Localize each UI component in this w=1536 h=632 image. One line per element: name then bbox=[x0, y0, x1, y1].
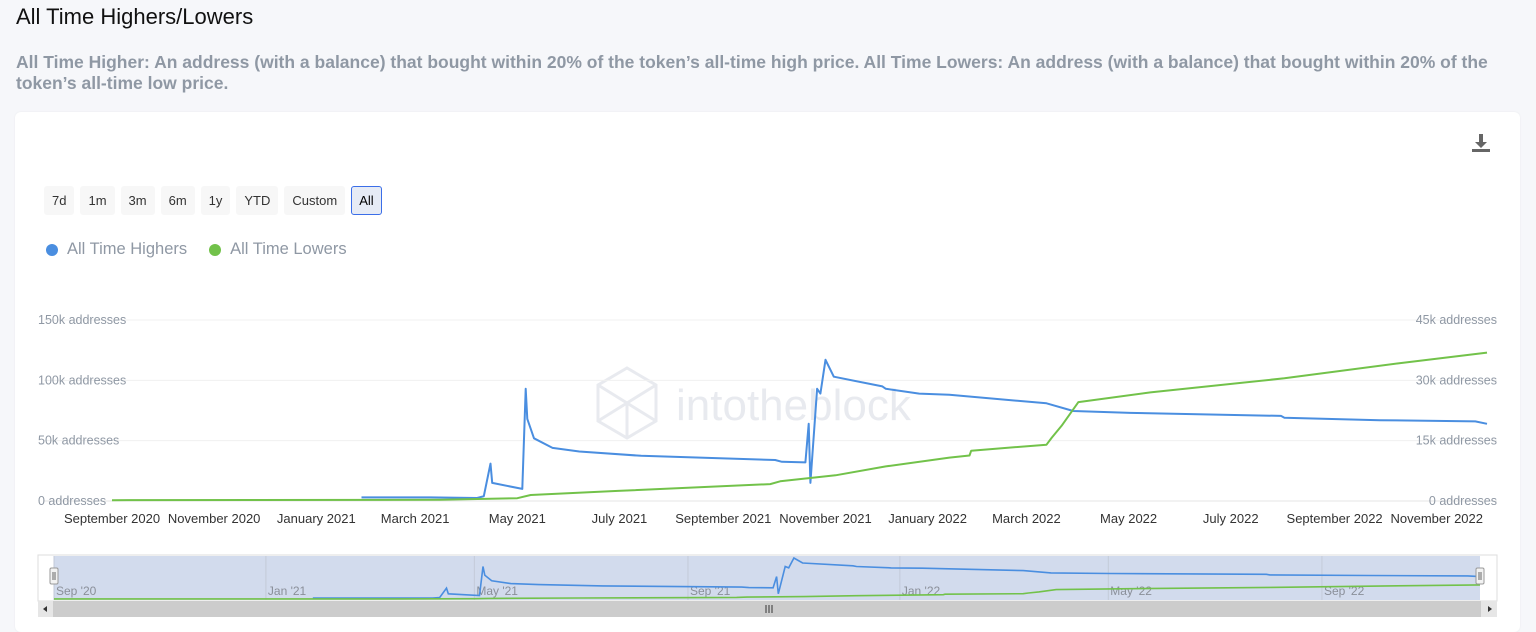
legend-dot-icon bbox=[46, 243, 58, 256]
legend-label: All Time Highers bbox=[67, 240, 188, 258]
navigator-tick-label: Jan '22 bbox=[902, 584, 941, 598]
range-ytd-button[interactable]: YTD bbox=[236, 186, 279, 215]
x-tick-label: November 2022 bbox=[1391, 511, 1484, 526]
x-tick-label: May 2021 bbox=[489, 511, 546, 526]
y-right-tick-label: 0 addresses bbox=[1429, 494, 1497, 508]
scrollbar-thumb[interactable] bbox=[53, 601, 1481, 617]
page-description: All Time Higher: An address (with a bala… bbox=[16, 52, 1488, 93]
scroll-left-arrow-icon[interactable] bbox=[43, 606, 47, 612]
navigator-tick-label: May '21 bbox=[476, 584, 518, 598]
x-tick-label: November 2021 bbox=[779, 511, 872, 526]
y-left-tick-label: 150k addresses bbox=[38, 313, 126, 327]
x-tick-label: September 2021 bbox=[675, 511, 771, 526]
x-tick-label: September 2022 bbox=[1287, 511, 1383, 526]
x-tick-label: July 2022 bbox=[1203, 511, 1259, 526]
range-all-button[interactable]: All bbox=[351, 186, 382, 215]
x-tick-label: July 2021 bbox=[592, 511, 648, 526]
x-tick-label: September 2020 bbox=[64, 511, 160, 526]
range-6m-button[interactable]: 6m bbox=[160, 186, 195, 215]
watermark-logo-icon bbox=[596, 366, 658, 440]
navigator-handle[interactable] bbox=[49, 567, 59, 585]
y-left-tick-label: 50k addresses bbox=[38, 434, 119, 448]
download-icon[interactable] bbox=[1470, 132, 1492, 154]
x-tick-label: January 2021 bbox=[277, 511, 356, 526]
chart-legend: All Time Highers All Time Lowers bbox=[46, 240, 347, 259]
range-selector: 7d 1m 3m 6m 1y YTD Custom All bbox=[44, 186, 382, 215]
legend-item-highers[interactable]: All Time Highers bbox=[46, 240, 187, 259]
scroll-right-arrow-icon[interactable] bbox=[1488, 606, 1492, 612]
range-1y-button[interactable]: 1y bbox=[200, 186, 231, 215]
navigator-tick-label: Sep '20 bbox=[56, 584, 97, 598]
y-right-tick-label: 15k addresses bbox=[1416, 434, 1497, 448]
series-line-all-time-lowers bbox=[111, 351, 1488, 502]
legend-label: All Time Lowers bbox=[230, 240, 347, 258]
page-title: All Time Highers/Lowers bbox=[16, 4, 254, 29]
navigator-selection bbox=[54, 556, 1480, 600]
navigator-tick-label: Jan '21 bbox=[268, 584, 307, 598]
x-tick-label: March 2021 bbox=[381, 511, 450, 526]
y-right-tick-label: 45k addresses bbox=[1416, 313, 1497, 327]
y-right-tick-label: 30k addresses bbox=[1416, 373, 1497, 387]
navigator-tick-label: Sep '22 bbox=[1324, 584, 1365, 598]
y-left-tick-label: 0 addresses bbox=[38, 494, 106, 508]
x-tick-label: January 2022 bbox=[888, 511, 967, 526]
navigator-tick-label: May '22 bbox=[1110, 584, 1152, 598]
legend-item-lowers[interactable]: All Time Lowers bbox=[209, 240, 347, 259]
x-tick-label: November 2020 bbox=[168, 511, 261, 526]
navigator-series-line bbox=[312, 556, 1481, 599]
x-tick-label: May 2022 bbox=[1100, 511, 1157, 526]
watermark-text: intotheblock bbox=[676, 381, 912, 430]
legend-dot-icon bbox=[209, 243, 222, 256]
navigator-series-line bbox=[54, 584, 1481, 600]
range-7d-button[interactable]: 7d bbox=[44, 186, 75, 215]
watermark: intotheblock bbox=[596, 366, 912, 440]
range-custom-button[interactable]: Custom bbox=[284, 186, 346, 215]
series-line-all-time-highers bbox=[361, 358, 1488, 499]
x-tick-label: March 2022 bbox=[992, 511, 1061, 526]
navigator-handle[interactable] bbox=[1475, 567, 1485, 585]
range-3m-button[interactable]: 3m bbox=[120, 186, 155, 215]
range-1m-button[interactable]: 1m bbox=[80, 186, 115, 215]
y-left-tick-label: 100k addresses bbox=[38, 373, 126, 387]
